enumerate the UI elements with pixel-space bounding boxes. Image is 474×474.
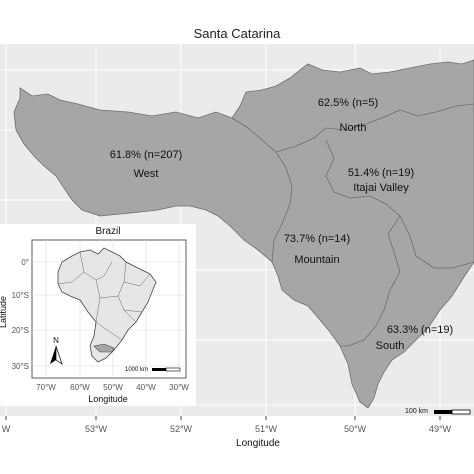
inset-x-axis: 70°W 60°W 50°W 40°W 30°W Longitude: [36, 383, 189, 404]
inset-y-axis: 0° 10°S 20°S 30°S Latitude: [0, 258, 29, 371]
santa-catarina-inset-highlight: [93, 343, 115, 353]
region-stat-south: 63.3% (n=19): [387, 324, 453, 336]
inset-x-tick: 70°W: [36, 383, 56, 392]
inset-x-tick: 50°W: [103, 383, 123, 392]
brazil-state-borders: [57, 251, 151, 341]
map-title: Santa Catarina: [193, 26, 281, 41]
inset-scale-bar-label: 1000 km: [125, 367, 148, 373]
region-name-north: North: [340, 122, 367, 134]
region-label-group: 61.8% (n=207) West 62.5% (n=5) North 51.…: [110, 97, 453, 352]
north-arrow-label: N: [53, 336, 59, 345]
inset-title: Brazil: [95, 226, 120, 237]
inset-y-tick: 0°: [21, 258, 29, 267]
main-x-tick: 53°W: [85, 424, 108, 434]
inset-y-axis-label: Latitude: [0, 296, 8, 328]
region-stat-west: 61.8% (n=207): [110, 149, 182, 161]
main-x-tick: 52°W: [170, 424, 193, 434]
inset-x-tick: 40°W: [136, 383, 156, 392]
main-x-tick: 51°W: [255, 424, 278, 434]
region-stat-north: 62.5% (n=5): [318, 97, 378, 109]
region-name-south: South: [376, 340, 405, 352]
inset-x-tick: 30°W: [169, 383, 189, 392]
region-stat-mountain: 73.7% (n=14): [284, 233, 350, 245]
inset-x-axis-label: Longitude: [88, 394, 128, 404]
inset-y-tick: 10°S: [12, 291, 29, 300]
inset-x-tick: 60°W: [70, 383, 90, 392]
main-x-tick: 50°W: [344, 424, 367, 434]
inset-y-tick: 20°S: [12, 326, 29, 335]
main-x-axis: W 53°W 52°W 51°W 50°W 49°W Longitude: [2, 416, 452, 449]
main-scale-bar: 100 km: [405, 408, 471, 415]
inset-y-tick: 30°S: [12, 362, 29, 371]
region-name-west: West: [134, 168, 159, 180]
inset-scale-bar: 1000 km: [125, 367, 181, 373]
inset-map: Brazil N: [0, 224, 196, 406]
main-x-tick: 49°W: [429, 424, 452, 434]
main-x-tick: W: [2, 424, 11, 434]
main-x-axis-label: Longitude: [236, 438, 280, 449]
santa-catarina-state: [13, 59, 474, 409]
region-name-mountain: Mountain: [294, 254, 339, 266]
region-stat-itajai-valley: 51.4% (n=19): [348, 167, 414, 179]
north-arrow-icon: N: [50, 336, 63, 365]
region-borders: [231, 103, 474, 347]
main-scale-bar-label: 100 km: [405, 408, 428, 415]
region-name-itajai-valley: Itajai Valley: [353, 182, 409, 194]
